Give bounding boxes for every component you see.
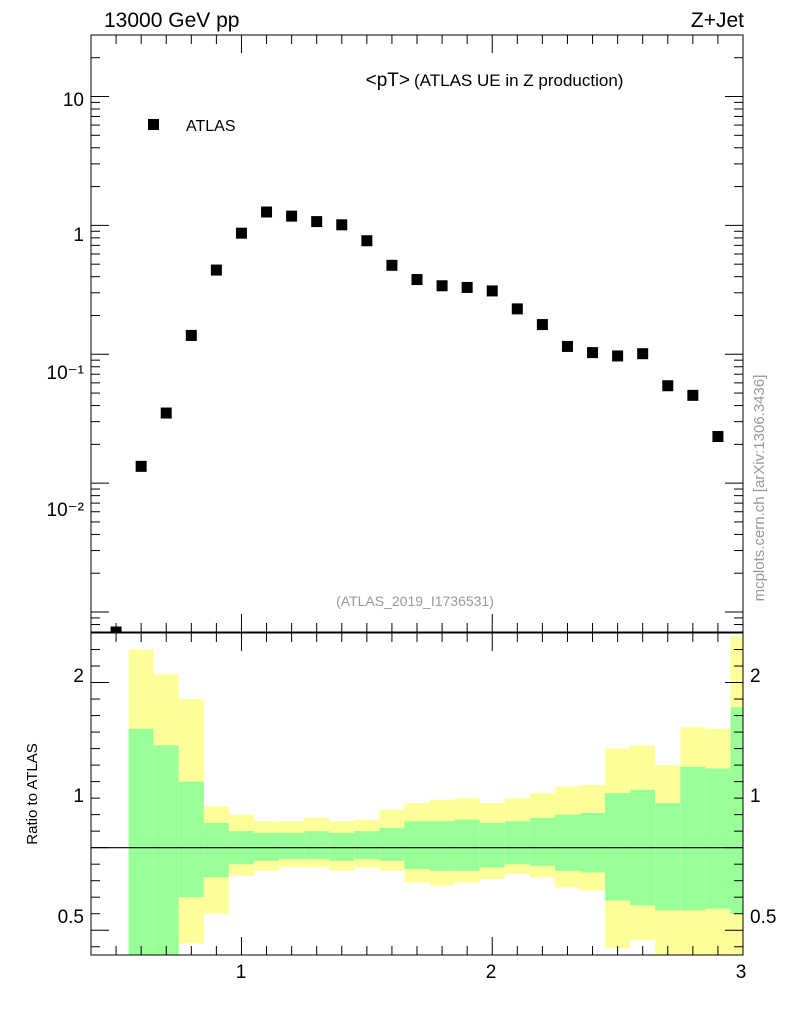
data-point bbox=[637, 348, 649, 360]
data-point bbox=[436, 280, 448, 292]
data-point bbox=[210, 264, 222, 276]
ratio-y-tick-label: 1 bbox=[73, 786, 84, 807]
header-energy-label: 13000 GeV pp bbox=[104, 9, 239, 32]
mcplots-credit: mcplots.cern.ch [arXiv:1306.3436] bbox=[751, 375, 768, 602]
ratio-inner-band-bin bbox=[329, 832, 355, 861]
analysis-tag: (ATLAS_2019_I1736531) bbox=[336, 593, 494, 609]
plot-title-sub: (ATLAS UE in Z production) bbox=[414, 71, 623, 90]
ratio-inner-band-bin bbox=[254, 832, 280, 861]
data-point bbox=[110, 626, 122, 632]
ratio-inner-band-bin bbox=[705, 768, 731, 909]
ratio-y-axis-label: Ratio to ATLAS bbox=[24, 743, 41, 844]
data-point bbox=[612, 350, 624, 362]
ratio-inner-band-bin bbox=[529, 817, 555, 866]
ratio-inner-band-bin bbox=[178, 781, 204, 898]
data-point bbox=[587, 347, 599, 359]
ratio-inner-band-bin bbox=[153, 745, 179, 955]
data-point bbox=[311, 216, 323, 228]
data-point bbox=[261, 206, 273, 218]
data-points bbox=[110, 206, 724, 632]
data-point bbox=[687, 389, 699, 401]
ratio-inner-band-bin bbox=[304, 831, 330, 860]
ratio-y-tick-label-right: 2 bbox=[750, 666, 761, 687]
ratio-inner-band-bin bbox=[429, 821, 455, 871]
ratio-inner-band-bin bbox=[504, 821, 530, 865]
ratio-inner-band-bin bbox=[730, 707, 743, 914]
x-tick-label: 3 bbox=[736, 962, 747, 983]
ratio-y-tick-labels-right: 0.5 1 2 bbox=[750, 666, 776, 928]
y-tick-label: 10⁻¹ bbox=[47, 363, 85, 384]
data-point bbox=[135, 460, 147, 472]
ratio-inner-band-bin bbox=[479, 822, 505, 868]
ratio-inner-band-bin bbox=[680, 766, 706, 911]
ratio-inner-band-bin bbox=[203, 822, 229, 878]
ratio-inner-band-bin bbox=[404, 821, 430, 870]
data-point bbox=[411, 274, 423, 286]
ratio-y-tick-label: 0.5 bbox=[58, 907, 84, 928]
data-point bbox=[336, 219, 348, 231]
ratio-inner-band-bin bbox=[379, 827, 405, 861]
ratio-bands bbox=[128, 636, 743, 955]
data-point bbox=[361, 235, 373, 247]
ratio-inner-band-bin bbox=[128, 728, 154, 955]
y-tick-label: 10 bbox=[63, 90, 84, 111]
ratio-panel: 0.5 1 2 0.5 1 2 Ratio to ATLAS 1 2 3 bbox=[24, 632, 776, 983]
ratio-inner-band-bin bbox=[580, 812, 606, 873]
data-point bbox=[386, 259, 398, 271]
x-tick-labels: 1 2 3 bbox=[236, 962, 747, 983]
legend-label: ATLAS bbox=[186, 118, 236, 135]
data-point bbox=[160, 407, 172, 419]
data-point bbox=[286, 210, 298, 222]
ratio-inner-band-bin bbox=[279, 832, 305, 860]
main-frame bbox=[90, 34, 744, 633]
ratio-inner-band-bin bbox=[605, 793, 631, 901]
main-axis-ticks bbox=[91, 34, 744, 633]
x-tick-label: 2 bbox=[486, 962, 497, 983]
data-point bbox=[662, 380, 674, 392]
x-tick-label: 1 bbox=[236, 962, 247, 983]
main-y-tick-labels: 10 1 10⁻¹ 10⁻² bbox=[47, 90, 85, 521]
ratio-inner-band-bin bbox=[554, 814, 580, 871]
data-point bbox=[561, 340, 573, 352]
y-tick-label: 10⁻² bbox=[47, 500, 85, 521]
plot-title-main: <pT> bbox=[366, 70, 410, 91]
data-point bbox=[486, 285, 498, 297]
ratio-y-tick-labels-left: 0.5 1 2 bbox=[58, 666, 84, 928]
ratio-inner-band-bin bbox=[354, 831, 380, 860]
header-process-label: Z+Jet bbox=[691, 9, 744, 32]
data-point bbox=[185, 329, 197, 341]
ratio-inner-band-bin bbox=[454, 819, 480, 871]
data-point bbox=[461, 281, 473, 293]
data-point bbox=[712, 431, 724, 443]
main-panel: <pT> (ATLAS UE in Z production) ATLAS (A… bbox=[47, 34, 744, 633]
y-tick-label: 1 bbox=[73, 225, 84, 246]
ratio-y-tick-label: 2 bbox=[73, 666, 84, 687]
ratio-y-tick-label-right: 1 bbox=[750, 786, 761, 807]
data-point bbox=[235, 227, 247, 239]
ratio-inner-band-bin bbox=[655, 803, 681, 911]
legend-marker bbox=[148, 119, 159, 130]
data-point bbox=[536, 319, 548, 331]
ratio-y-tick-label-right: 0.5 bbox=[750, 907, 776, 928]
ratio-axis-ticks bbox=[91, 633, 744, 955]
data-point bbox=[511, 303, 523, 315]
